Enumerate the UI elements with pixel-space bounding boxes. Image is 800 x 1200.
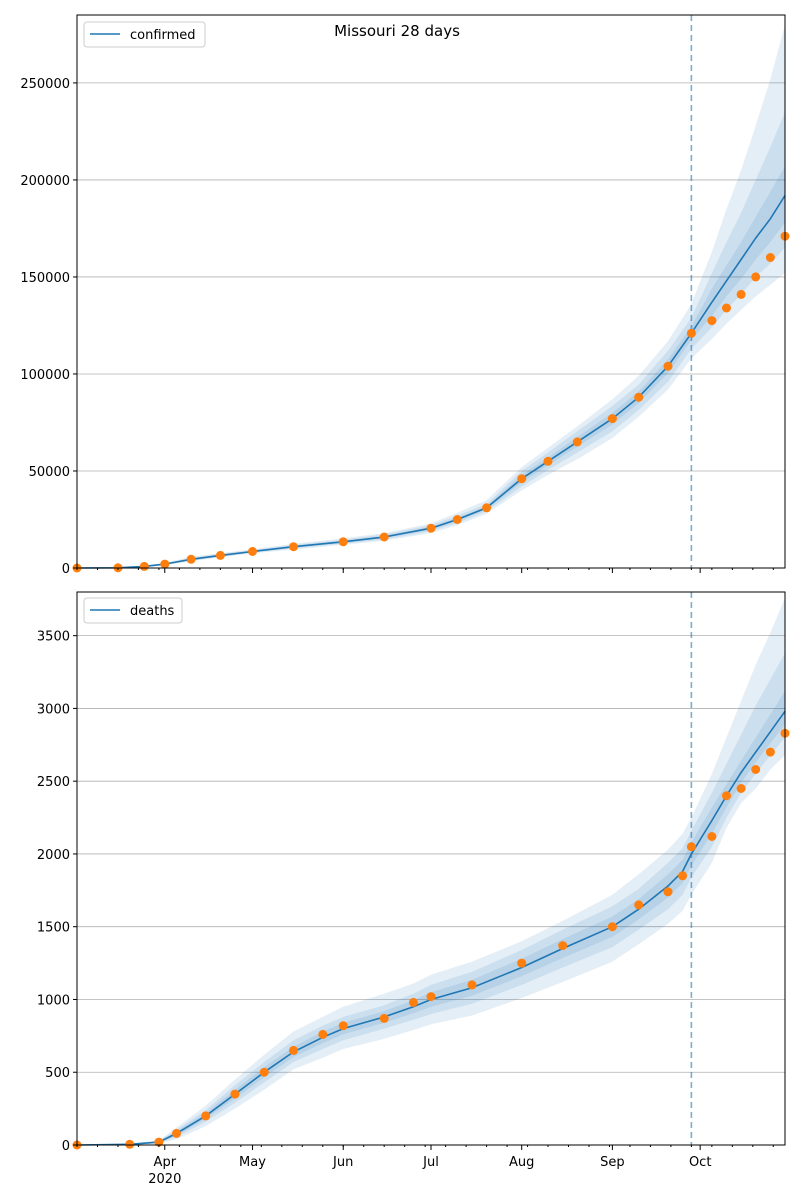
observed-point [607, 922, 617, 932]
y-tick-label: 1500 [37, 921, 70, 936]
observed-point [558, 941, 568, 951]
observed-point [186, 554, 196, 564]
observed-point [722, 791, 731, 801]
forecast-line [76, 710, 786, 1146]
observed-point [201, 1111, 211, 1121]
observed-point [543, 456, 553, 466]
y-tick-label: 200000 [20, 174, 70, 189]
y-tick-label: 3500 [37, 630, 70, 645]
observed-point [318, 1029, 328, 1039]
observed-point [379, 532, 389, 542]
observed-point [765, 747, 775, 757]
observed-point [338, 1021, 348, 1031]
observed-point [517, 958, 527, 968]
deaths-legend-label: deaths [130, 604, 175, 619]
x-tick-label: Apr [154, 1155, 177, 1170]
y-tick-label: 250000 [20, 77, 70, 92]
forecast-line [76, 195, 786, 569]
observed-point [607, 414, 617, 424]
forecast-band [77, 691, 785, 1145]
observed-point [125, 1139, 135, 1149]
observed-point [686, 328, 696, 338]
observed-point [230, 1089, 240, 1099]
observed-point [634, 392, 644, 402]
observed-point [172, 1128, 181, 1138]
observed-point [467, 980, 477, 990]
forecast-band [77, 597, 785, 1145]
observed-point [572, 437, 582, 447]
y-tick-label: 0 [62, 1139, 70, 1154]
forecast-band [77, 653, 785, 1145]
observed-point [736, 289, 746, 299]
observed-point [408, 997, 418, 1007]
observed-point [154, 1137, 164, 1147]
y-tick-label: 100000 [20, 368, 70, 383]
confirmed-axes: 0 50000 100000 150000 200000 250000 confirmed [20, 14, 790, 577]
x-tick-label: Jun [332, 1155, 353, 1170]
observed-point [765, 253, 775, 262]
observed-point [289, 542, 298, 552]
observed-point [678, 871, 688, 881]
observed-point [517, 474, 527, 484]
observed-point [452, 515, 462, 524]
observed-point [482, 503, 492, 513]
y-tick-label: 3000 [37, 702, 70, 717]
x-tick-label: Jul [422, 1155, 439, 1170]
y-tick-label: 150000 [20, 271, 70, 286]
x-tick-label: Sep [600, 1155, 625, 1170]
observed-point [751, 765, 761, 774]
observed-point [663, 887, 673, 897]
observed-point [663, 361, 673, 371]
axes-frame [76, 14, 786, 569]
y-tick-label: 2500 [37, 775, 70, 790]
y-tick-label: 50000 [29, 465, 70, 480]
observed-point [139, 561, 149, 571]
x-year-label: 2020 [148, 1172, 181, 1187]
observed-point [426, 523, 436, 533]
observed-point [338, 537, 348, 547]
observed-point [751, 272, 761, 282]
observed-point [686, 842, 696, 852]
observed-point [634, 900, 644, 910]
observed-point [736, 784, 746, 793]
observed-point [722, 303, 731, 313]
observed-point [289, 1045, 298, 1055]
y-tick-label: 2000 [37, 848, 70, 863]
observed-point [215, 550, 225, 560]
observed-point [259, 1067, 269, 1077]
confirmed-legend: confirmed [83, 21, 206, 48]
x-tick-label: Aug [509, 1155, 534, 1170]
forecast-band [77, 112, 785, 568]
x-tick-label: Oct [689, 1155, 711, 1170]
observed-point [707, 316, 717, 326]
confirmed-legend-label: confirmed [130, 28, 196, 43]
observed-point [248, 547, 257, 556]
y-tick-label: 500 [45, 1066, 70, 1081]
deaths-legend: deaths [83, 597, 183, 624]
observed-point [426, 992, 436, 1002]
figure-title: Missouri 28 days [334, 22, 460, 40]
y-tick-label: 0 [62, 562, 70, 577]
deaths-axes: 0 500 1000 1500 2000 2500 3000 3500 deaths [37, 591, 790, 1154]
observed-point [379, 1013, 389, 1023]
y-tick-label: 1000 [37, 993, 70, 1008]
x-tick-label: May [239, 1155, 266, 1170]
forecast-band [77, 24, 785, 568]
observed-point [160, 559, 170, 569]
observed-point [707, 832, 717, 841]
x-axis-labels: Apr May Jun Jul Aug Sep Oct 2020 [148, 1155, 711, 1187]
